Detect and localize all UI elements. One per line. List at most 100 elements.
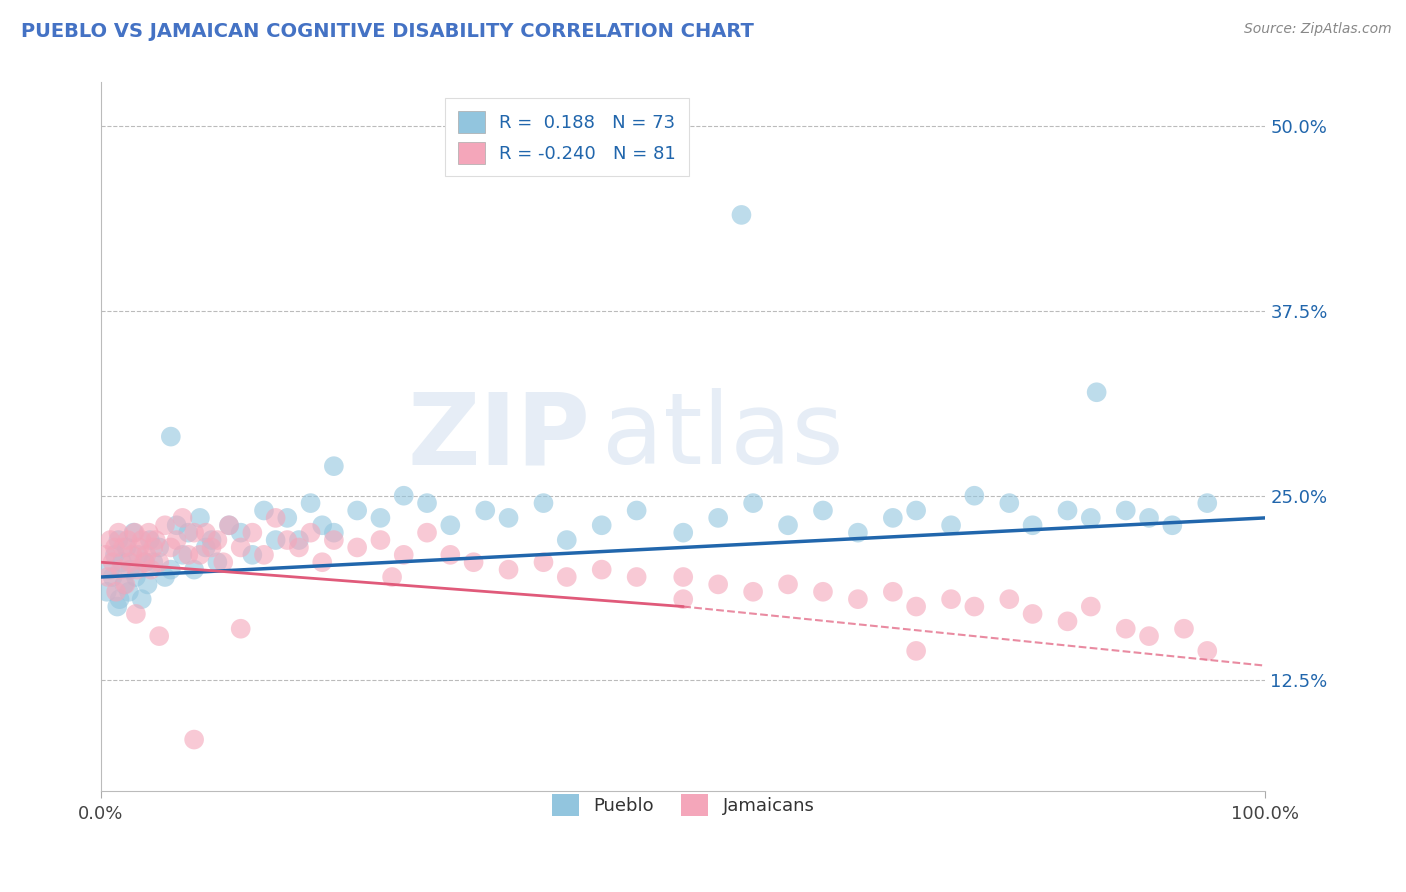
- Point: [160, 429, 183, 443]
- Point: [200, 533, 222, 547]
- Point: [276, 533, 298, 547]
- Point: [111, 555, 134, 569]
- Point: [1197, 644, 1219, 658]
- Point: [104, 541, 127, 555]
- Point: [124, 525, 146, 540]
- Point: [218, 518, 240, 533]
- Point: [474, 503, 496, 517]
- Point: [463, 555, 485, 569]
- Point: [776, 518, 799, 533]
- Point: [218, 518, 240, 533]
- Point: [1137, 511, 1160, 525]
- Point: [240, 525, 263, 540]
- Point: [498, 511, 520, 525]
- Point: [107, 533, 129, 547]
- Point: [939, 518, 962, 533]
- Point: [439, 548, 461, 562]
- Point: [160, 541, 183, 555]
- Point: [148, 541, 170, 555]
- Point: [1021, 607, 1043, 621]
- Point: [264, 533, 287, 547]
- Point: [138, 525, 160, 540]
- Point: [105, 584, 128, 599]
- Point: [125, 563, 148, 577]
- Point: [108, 592, 131, 607]
- Point: [128, 541, 150, 555]
- Point: [172, 548, 194, 562]
- Point: [194, 541, 217, 555]
- Point: [1021, 518, 1043, 533]
- Point: [117, 533, 139, 547]
- Point: [346, 541, 368, 555]
- Point: [148, 629, 170, 643]
- Point: [846, 525, 869, 540]
- Point: [439, 518, 461, 533]
- Point: [207, 533, 229, 547]
- Point: [288, 533, 311, 547]
- Text: ZIP: ZIP: [408, 388, 591, 485]
- Point: [110, 563, 132, 577]
- Point: [188, 548, 211, 562]
- Point: [200, 541, 222, 555]
- Text: Source: ZipAtlas.com: Source: ZipAtlas.com: [1244, 22, 1392, 37]
- Point: [905, 599, 928, 614]
- Point: [134, 555, 156, 569]
- Point: [125, 570, 148, 584]
- Point: [114, 577, 136, 591]
- Point: [122, 525, 145, 540]
- Point: [846, 592, 869, 607]
- Point: [188, 511, 211, 525]
- Point: [229, 622, 252, 636]
- Point: [672, 592, 695, 607]
- Point: [1161, 518, 1184, 533]
- Point: [1056, 615, 1078, 629]
- Point: [322, 525, 344, 540]
- Point: [97, 570, 120, 584]
- Point: [120, 555, 142, 569]
- Point: [264, 511, 287, 525]
- Point: [240, 548, 263, 562]
- Point: [148, 555, 170, 569]
- Point: [177, 525, 200, 540]
- Point: [1080, 511, 1102, 525]
- Point: [131, 592, 153, 607]
- Point: [101, 570, 124, 584]
- Point: [105, 599, 128, 614]
- Point: [183, 563, 205, 577]
- Point: [183, 525, 205, 540]
- Point: [118, 584, 141, 599]
- Point: [139, 533, 162, 547]
- Point: [346, 503, 368, 517]
- Point: [811, 503, 834, 517]
- Point: [135, 548, 157, 562]
- Point: [939, 592, 962, 607]
- Point: [998, 592, 1021, 607]
- Point: [672, 525, 695, 540]
- Point: [963, 599, 986, 614]
- Point: [776, 577, 799, 591]
- Point: [288, 541, 311, 555]
- Point: [253, 548, 276, 562]
- Point: [381, 570, 404, 584]
- Point: [177, 548, 200, 562]
- Point: [115, 541, 138, 555]
- Point: [591, 563, 613, 577]
- Point: [142, 541, 165, 555]
- Point: [311, 518, 333, 533]
- Point: [207, 555, 229, 569]
- Point: [153, 518, 176, 533]
- Point: [1173, 622, 1195, 636]
- Point: [98, 563, 121, 577]
- Point: [145, 533, 167, 547]
- Point: [98, 533, 121, 547]
- Point: [229, 525, 252, 540]
- Point: [498, 563, 520, 577]
- Point: [183, 732, 205, 747]
- Point: [811, 584, 834, 599]
- Point: [94, 548, 117, 562]
- Point: [311, 555, 333, 569]
- Point: [153, 570, 176, 584]
- Point: [107, 525, 129, 540]
- Point: [166, 518, 188, 533]
- Point: [1197, 496, 1219, 510]
